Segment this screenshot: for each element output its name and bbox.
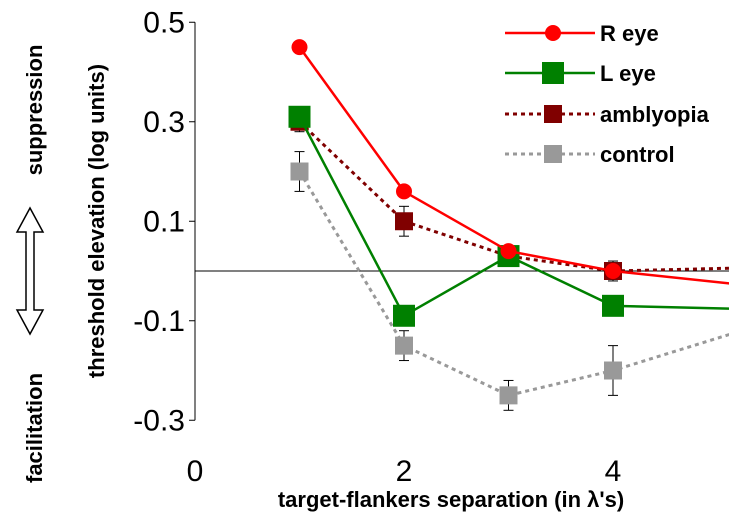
double-arrow-icon xyxy=(17,208,43,334)
y-axis-title: threshold elevation (log units) xyxy=(84,64,109,378)
facilitation-label: facilitation xyxy=(22,373,47,483)
data-point xyxy=(289,106,311,128)
x-tick-label: 2 xyxy=(396,455,413,488)
data-point xyxy=(500,386,518,404)
legend-entry: control xyxy=(505,142,675,167)
y-tick-label: 0.1 xyxy=(143,205,185,238)
data-point xyxy=(292,39,308,55)
data-point xyxy=(604,362,622,380)
data-point xyxy=(501,243,517,259)
legend-entry: R eye xyxy=(505,21,659,46)
x-tick-label: 4 xyxy=(605,455,622,488)
legend-marker xyxy=(542,62,564,84)
y-tick-label: 0.5 xyxy=(143,6,185,39)
x-axis-title: target-flankers separation (in λ's) xyxy=(278,487,624,512)
data-point xyxy=(395,337,413,355)
legend-entry: L eye xyxy=(505,61,656,86)
legend-marker xyxy=(545,25,561,41)
x-tick-label: 0 xyxy=(187,455,204,488)
legend-label: amblyopia xyxy=(600,102,710,127)
legend-marker xyxy=(544,105,562,123)
legend-label: control xyxy=(600,142,675,167)
data-point xyxy=(605,263,621,279)
y-tick-label: -0.3 xyxy=(133,404,185,437)
legend-label: R eye xyxy=(600,21,659,46)
data-point xyxy=(396,183,412,199)
data-point xyxy=(602,295,624,317)
y-tick-label: -0.1 xyxy=(133,305,185,338)
series-control xyxy=(291,152,729,411)
data-point xyxy=(393,305,415,327)
legend-label: L eye xyxy=(600,61,656,86)
suppression-label: suppression xyxy=(22,45,47,176)
legend-marker xyxy=(544,145,562,163)
series-line xyxy=(300,172,729,396)
data-point xyxy=(291,163,309,181)
data-point xyxy=(395,212,413,230)
series-l-eye xyxy=(289,106,729,327)
y-tick-label: 0.3 xyxy=(143,106,185,139)
legend-entry: amblyopia xyxy=(505,102,710,127)
